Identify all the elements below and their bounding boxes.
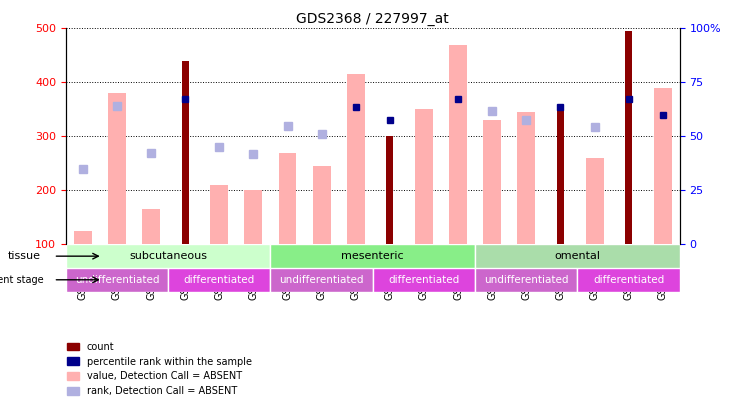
Bar	[168, 268, 270, 292]
Text: omental: omental	[555, 251, 600, 261]
Bar	[313, 166, 330, 244]
Legend: count, percentile rank within the sample, value, Detection Call = ABSENT, rank, : count, percentile rank within the sample…	[64, 338, 256, 400]
Bar	[625, 31, 632, 244]
Bar	[270, 244, 475, 268]
Bar	[346, 74, 365, 244]
Bar	[415, 109, 433, 244]
Bar	[244, 190, 262, 244]
Y-axis label: tissue: tissue	[7, 251, 41, 261]
Text: undifferentiated: undifferentiated	[75, 275, 159, 285]
Bar	[279, 153, 297, 244]
Bar	[181, 61, 189, 244]
Bar	[142, 209, 160, 244]
Bar	[373, 268, 475, 292]
Bar	[577, 268, 680, 292]
Text: undifferentiated: undifferentiated	[279, 275, 364, 285]
Bar	[654, 88, 672, 244]
Text: differentiated: differentiated	[388, 275, 460, 285]
Bar	[475, 244, 680, 268]
Bar	[211, 185, 228, 244]
Bar	[449, 45, 467, 244]
Bar	[483, 120, 501, 244]
Bar	[586, 158, 604, 244]
Text: subcutaneous: subcutaneous	[129, 251, 207, 261]
Text: differentiated: differentiated	[593, 275, 664, 285]
Text: differentiated: differentiated	[183, 275, 255, 285]
Bar	[270, 268, 373, 292]
Bar	[557, 109, 564, 244]
Bar	[66, 244, 270, 268]
Title: GDS2368 / 227997_at: GDS2368 / 227997_at	[297, 12, 449, 26]
Y-axis label: development stage: development stage	[0, 275, 44, 285]
Bar	[386, 136, 393, 244]
Bar	[66, 268, 168, 292]
Bar	[108, 93, 126, 244]
Bar	[74, 231, 92, 244]
Bar	[475, 268, 577, 292]
Text: undifferentiated: undifferentiated	[484, 275, 569, 285]
Bar	[518, 112, 535, 244]
Text: mesenteric: mesenteric	[341, 251, 404, 261]
